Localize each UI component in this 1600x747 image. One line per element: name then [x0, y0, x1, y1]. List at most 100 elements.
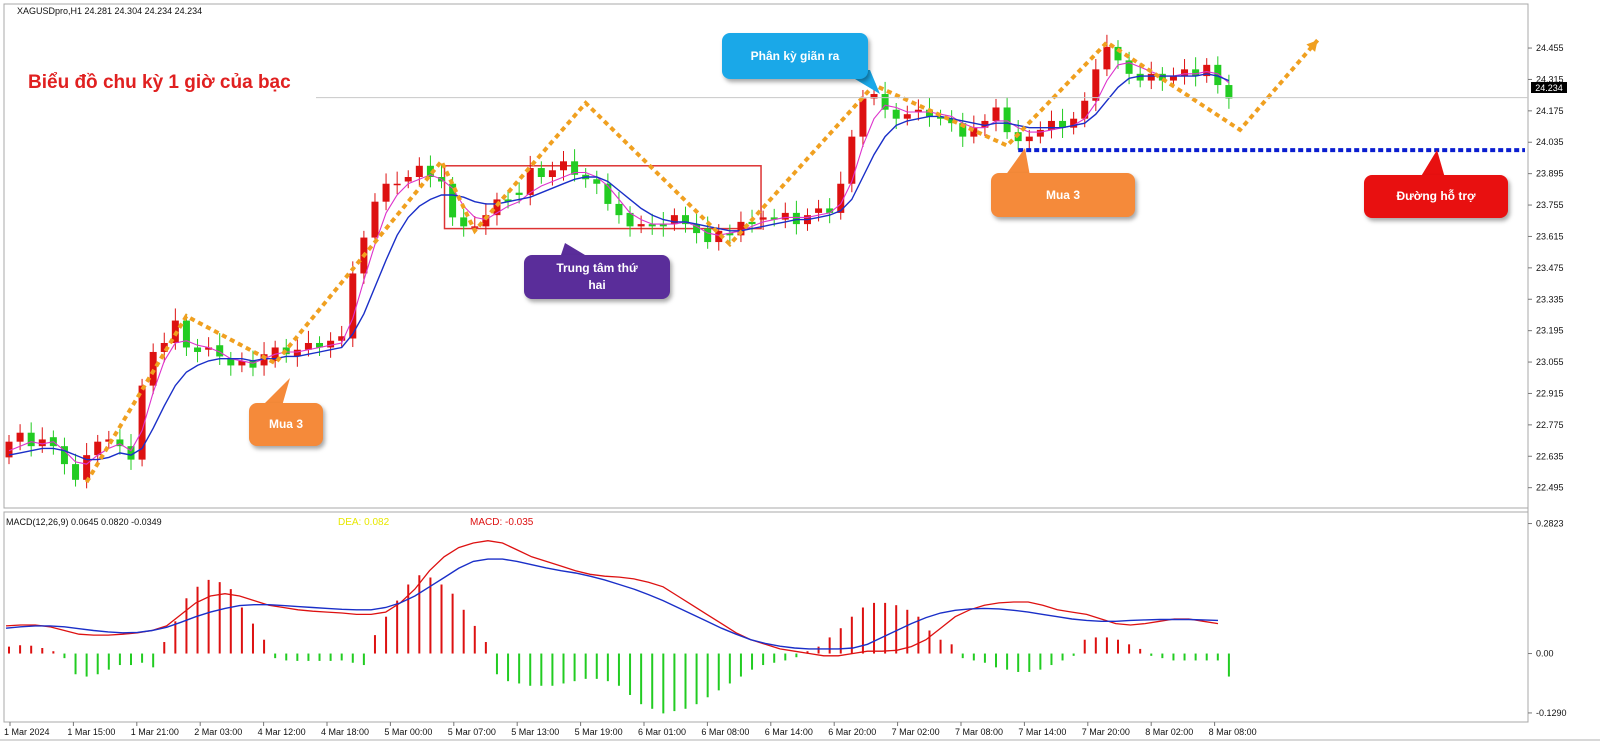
candle-body	[626, 212, 634, 227]
candle-body	[404, 177, 412, 182]
candle-body	[293, 349, 301, 357]
price-axis-label: 22.635	[1536, 451, 1564, 461]
candle-body	[870, 94, 878, 99]
callout-divergence: Phân kỳ giãn ra	[722, 33, 868, 79]
macd-line	[5, 540, 1219, 657]
time-axis-label: 4 Mar 18:00	[321, 727, 369, 737]
candle-body	[16, 432, 24, 442]
time-axis-label: 7 Mar 20:00	[1082, 727, 1130, 737]
callout-second-center: Trung tâm thứ hai	[524, 255, 670, 299]
candle-body	[826, 208, 834, 213]
time-axis-label: 5 Mar 13:00	[511, 727, 559, 737]
candle-body	[260, 354, 268, 366]
candle-body	[205, 347, 213, 350]
time-axis-label: 8 Mar 08:00	[1209, 727, 1257, 737]
candle-body	[704, 228, 712, 243]
candle-body	[548, 170, 556, 178]
candle-body	[1081, 100, 1089, 119]
candle-body	[1092, 69, 1100, 101]
time-axis-label: 7 Mar 02:00	[892, 727, 940, 737]
candle-body	[981, 120, 989, 128]
candle-body	[238, 360, 246, 366]
price-axis-label: 22.915	[1536, 388, 1564, 398]
candle-body	[1136, 73, 1144, 81]
candle-body	[316, 342, 324, 348]
candle-body	[83, 455, 91, 480]
candle-body	[5, 441, 13, 458]
macd-axis-label: -0.1290	[1536, 708, 1567, 718]
chart-title: Biểu đồ chu kỳ 1 giờ của bạc	[28, 72, 291, 93]
candle-body	[781, 212, 789, 220]
price-axis-label: 23.055	[1536, 357, 1564, 367]
macd-axis-label: 0.00	[1536, 649, 1554, 659]
candle-body	[72, 464, 80, 480]
candle-body	[227, 358, 235, 366]
candle-body	[138, 385, 146, 460]
candle-body	[526, 168, 534, 195]
candle-body	[759, 217, 767, 220]
candle-body	[903, 114, 911, 119]
candle-body	[715, 230, 723, 243]
candle-body	[1214, 64, 1222, 86]
price-axis-label: 23.475	[1536, 263, 1564, 273]
candle-body	[637, 224, 645, 227]
time-axis-label: 1 Mar 15:00	[67, 727, 115, 737]
candle-body	[737, 221, 745, 236]
candle-body	[471, 226, 479, 228]
candle-body	[38, 439, 46, 447]
time-axis-label: 6 Mar 20:00	[828, 727, 876, 737]
candle-body	[914, 109, 922, 112]
price-axis-label: 22.775	[1536, 420, 1564, 430]
candle-body	[1114, 46, 1122, 61]
candle-body	[748, 221, 756, 225]
callout-buy3-left: Mua 3	[249, 403, 323, 446]
candle-body	[304, 342, 312, 350]
candle-body	[216, 345, 224, 357]
candle-body	[1181, 69, 1189, 77]
candle-body	[970, 127, 978, 137]
candle-body	[992, 107, 1000, 121]
candle-body	[1225, 85, 1233, 99]
dea-line	[5, 558, 1219, 650]
candle-body	[371, 201, 379, 238]
price-axis-label: 23.895	[1536, 169, 1564, 179]
callout-tail-buy3-right	[1005, 148, 1030, 176]
symbol-info: XAGUSDpro,H1 24.281 24.304 24.234 24.234	[17, 6, 202, 16]
candle-body	[182, 320, 190, 348]
candle-body	[327, 340, 335, 348]
price-axis-label: 22.495	[1536, 483, 1564, 493]
candle-body	[94, 441, 102, 456]
time-axis-label: 1 Mar 21:00	[131, 727, 179, 737]
candle-body	[349, 273, 357, 339]
candle-body	[116, 439, 124, 447]
candle-body	[504, 199, 512, 202]
time-axis-label: 5 Mar 07:00	[448, 727, 496, 737]
current-price-tag	[1531, 82, 1567, 93]
candle-body	[815, 208, 823, 213]
time-axis-label: 1 Mar 2024	[4, 727, 50, 737]
candle-body	[693, 224, 701, 234]
candle-body	[382, 183, 390, 202]
candle-body	[1059, 120, 1067, 128]
candle-body	[1047, 120, 1055, 130]
candle-body	[149, 351, 157, 386]
macd-label: MACD(12,26,9) 0.0645 0.0820 -0.0349	[6, 517, 162, 527]
callout-buy3-right: Mua 3	[991, 173, 1135, 217]
time-axis-label: 4 Mar 12:00	[258, 727, 306, 737]
time-axis-label: 6 Mar 01:00	[638, 727, 686, 737]
candle-body	[1125, 60, 1133, 74]
candle-body	[593, 179, 601, 184]
candle-body	[892, 109, 900, 119]
candle-body	[194, 347, 202, 352]
candle-body	[1147, 73, 1155, 81]
candle-body	[859, 98, 867, 137]
candle-body	[560, 161, 567, 171]
callout-tail-center	[560, 243, 590, 258]
price-axis-label: 23.335	[1536, 294, 1564, 304]
candle-body	[1036, 129, 1044, 137]
candle-body	[1203, 64, 1211, 77]
candle-body	[925, 109, 933, 117]
wave-arrow-head	[1306, 40, 1318, 52]
candle-body	[1025, 136, 1033, 142]
